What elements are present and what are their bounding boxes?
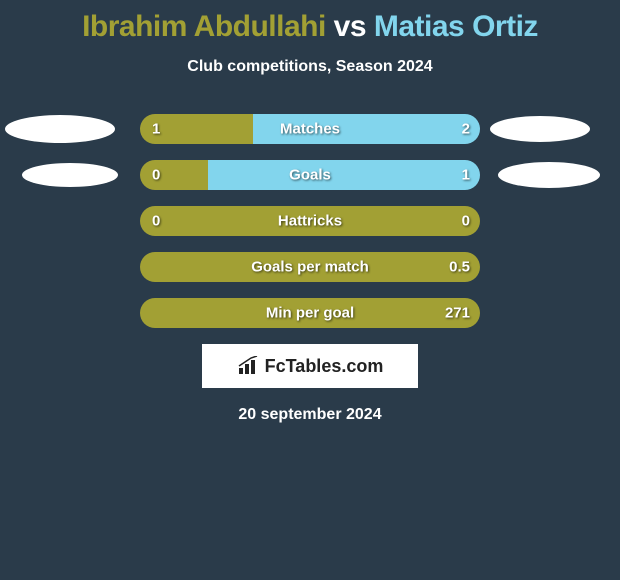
page-title: Ibrahim Abdullahi vs Matias Ortiz — [0, 0, 620, 44]
logo-text: FcTables.com — [265, 356, 384, 377]
stat-row: 12Matches — [0, 114, 620, 144]
stat-label: Matches — [140, 121, 480, 138]
stat-label: Goals — [140, 167, 480, 184]
stat-row: 0.5Goals per match — [0, 252, 620, 282]
ellipse-right — [498, 162, 600, 188]
ellipse-left — [5, 115, 115, 143]
player1-name: Ibrahim Abdullahi — [82, 10, 326, 43]
subtitle: Club competitions, Season 2024 — [0, 58, 620, 76]
chart-icon — [237, 356, 261, 376]
stat-label: Min per goal — [140, 305, 480, 322]
ellipse-right — [490, 116, 590, 142]
stat-label: Hattricks — [140, 213, 480, 230]
date-text: 20 september 2024 — [0, 406, 620, 424]
logo-box: FcTables.com — [202, 344, 418, 388]
stat-row: 01Goals — [0, 160, 620, 190]
stats-chart: 12Matches 01Goals 00Hattricks 0.5Goals per … — [0, 114, 620, 328]
player2-name: Matias Ortiz — [374, 10, 538, 43]
logo: FcTables.com — [237, 356, 384, 377]
stat-row: 271Min per goal — [0, 298, 620, 328]
vs-text: vs — [334, 10, 366, 43]
ellipse-left — [22, 163, 118, 187]
stat-row: 00Hattricks — [0, 206, 620, 236]
stat-label: Goals per match — [140, 259, 480, 276]
